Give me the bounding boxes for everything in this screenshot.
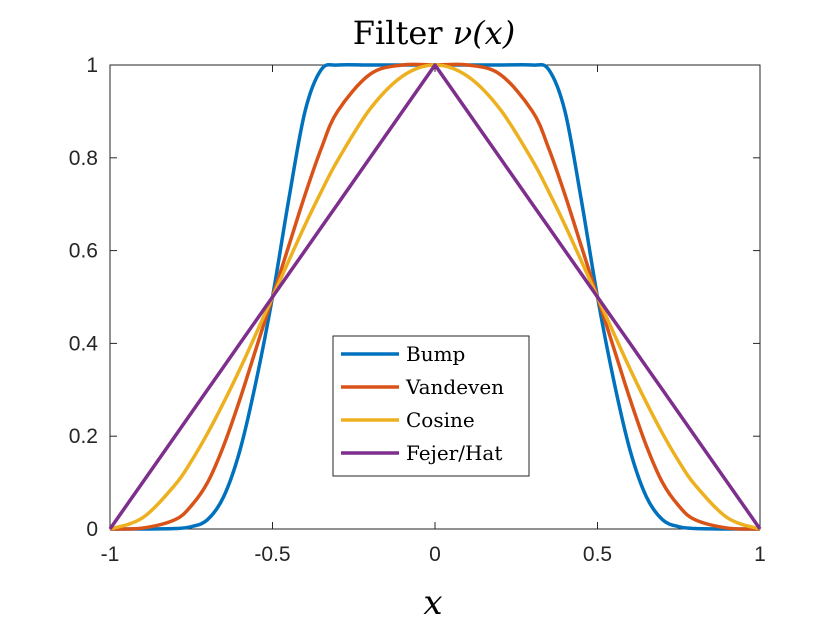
x-tick-labels: -1 -0.5 0 0.5 1 [101,543,766,566]
x-tick-label: 0.5 [583,543,612,566]
legend-label-bump: Bump [406,342,465,366]
legend-label-vandeven: Vandeven [405,375,504,399]
y-tick-label: 0.4 [69,332,99,355]
y-tick-label: 0 [86,518,98,541]
x-tick-label: 0 [429,543,441,566]
x-axis-label: x [423,583,442,623]
legend: Bump Vandeven Cosine Fejer/Hat [332,335,530,477]
y-tick-label: 0.8 [69,147,98,170]
chart-title: Filter ν(x) [353,14,515,52]
x-tick-label: -1 [101,543,120,566]
chart-title-variable: ν(x) [453,14,515,52]
x-tick-label: 1 [754,543,766,566]
y-tick-label: 0.6 [69,240,98,263]
series-lines [108,62,762,531]
legend-label-cosine: Cosine [406,408,475,432]
y-tick-labels: 0 0.2 0.4 0.6 0.8 1 [69,54,99,541]
y-tick-label: 1 [86,54,98,77]
series-line-fejer-hat [108,63,762,531]
x-tick-label: -0.5 [254,543,290,566]
chart-title-prefix: Filter [353,14,453,52]
y-tick-label: 0.2 [69,425,98,448]
legend-label-fejer-hat: Fejer/Hat [406,441,502,465]
svg-text:Filter ν(x): Filter ν(x) [353,14,515,52]
